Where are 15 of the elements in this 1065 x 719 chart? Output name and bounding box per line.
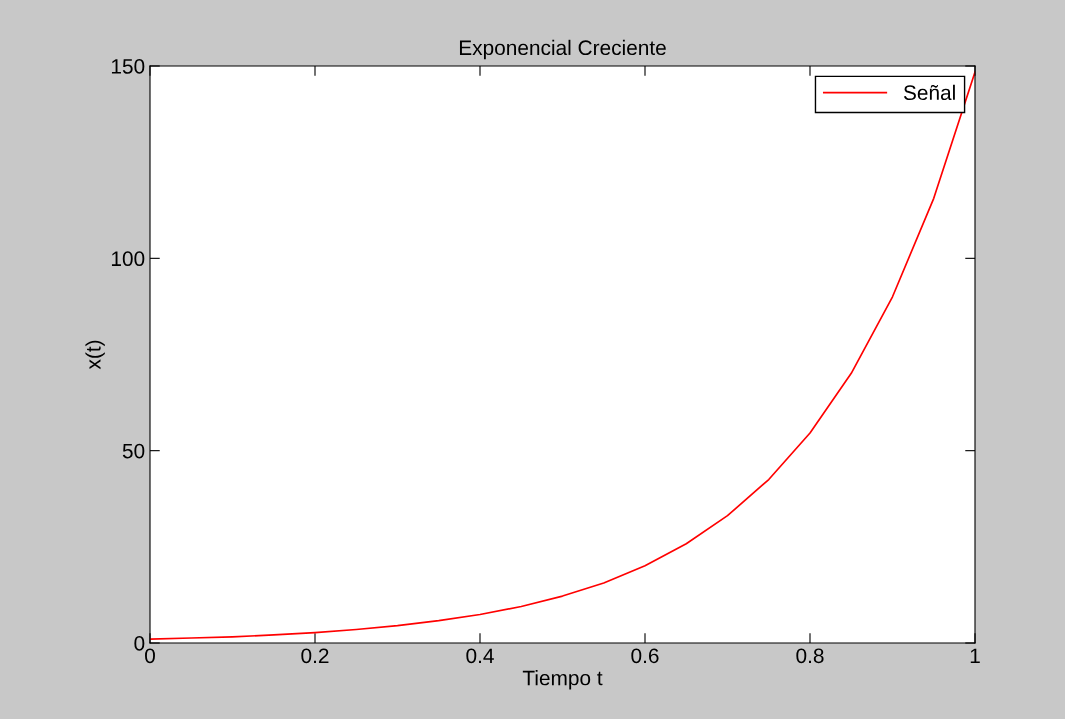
y-tick-label: 0 bbox=[134, 636, 145, 651]
x-tick-label: 0 bbox=[145, 648, 155, 664]
legend-label: Señal bbox=[903, 84, 955, 101]
x-tick-label: 0.2 bbox=[301, 648, 329, 664]
x-axis-title: Tiempo t bbox=[522, 670, 603, 690]
line-series bbox=[150, 71, 975, 640]
y-tick-label: 100 bbox=[111, 251, 145, 267]
x-tick-label: 0.8 bbox=[796, 648, 824, 664]
x-tick-label: 0.4 bbox=[466, 648, 494, 664]
chart-title: Exponencial Creciente bbox=[459, 39, 666, 60]
y-axis-title: x(t) bbox=[85, 340, 105, 370]
y-tick-label: 150 bbox=[111, 59, 145, 74]
x-tick-label: 1 bbox=[970, 648, 980, 663]
y-tick-label: 50 bbox=[122, 443, 145, 459]
x-tick-label: 0.6 bbox=[631, 648, 659, 664]
